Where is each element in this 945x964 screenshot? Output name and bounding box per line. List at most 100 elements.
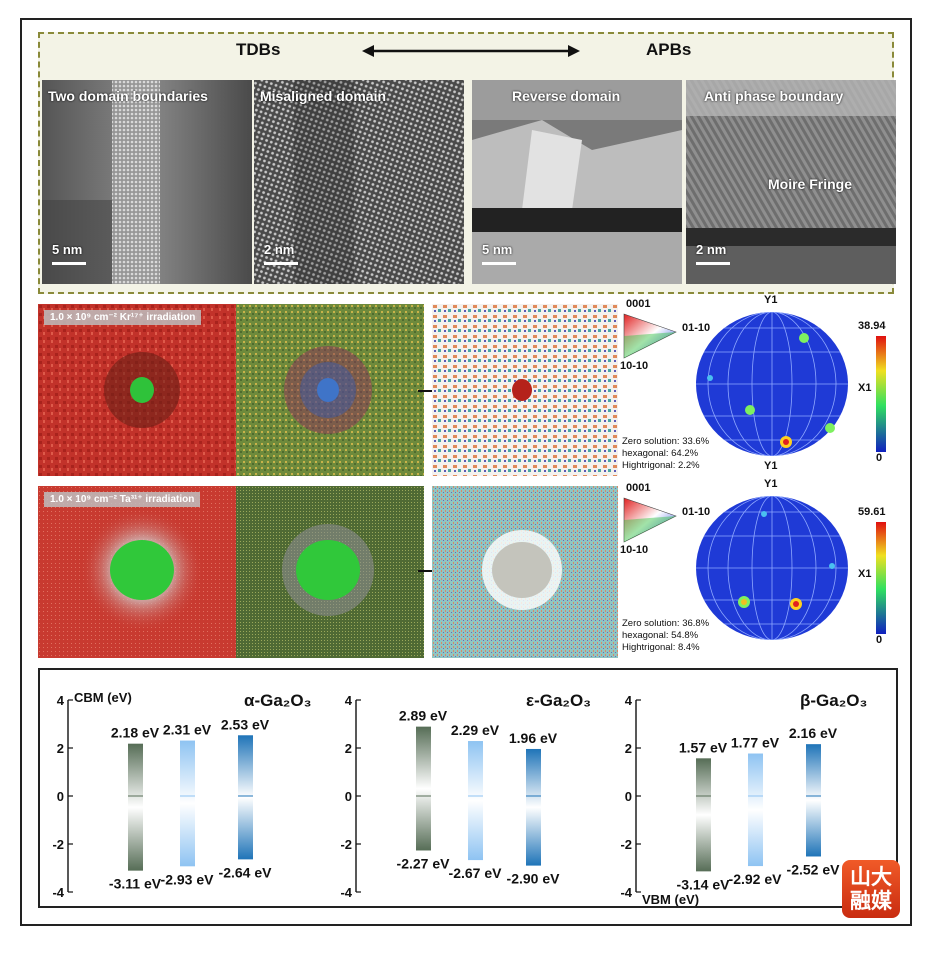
stat-line: hexagonal: 64.2% <box>622 448 699 459</box>
band-bar <box>748 753 763 867</box>
pole-axis-y1: Y1 <box>764 478 778 490</box>
irradiation-label: 1.0 × 10⁹ cm⁻² Kr¹⁷⁺ irradiation <box>44 310 202 325</box>
tem-label: Reverse domain <box>512 88 621 104</box>
band-top-label: 1.57 eV <box>679 739 728 755</box>
band-top-label: 2.53 eV <box>221 716 270 732</box>
y-tick-label: 0 <box>345 789 352 804</box>
band-alignment-panel: 4 2 0 -2 -4 CBM (eV) α-Ga₂O₃ 2.18 eV -3.11 eV 2.3… <box>38 668 898 908</box>
ipf-legend-triangle-icon <box>623 313 677 359</box>
chart-title: β-Ga₂O₃ <box>800 691 867 710</box>
stat-line: Hightrigonal: 8.4% <box>622 642 700 653</box>
band-bar <box>526 748 541 866</box>
y-tick-label: 2 <box>345 741 352 756</box>
scale-bar <box>696 262 730 265</box>
tem-texture <box>42 80 252 284</box>
band-top-label: 1.96 eV <box>509 730 558 746</box>
y-tick-label: -2 <box>52 837 64 852</box>
chart-title: ε-Ga₂O₃ <box>526 691 591 710</box>
band-top-label: 1.77 eV <box>731 735 780 751</box>
tdbs-header: TDBs <box>236 40 281 59</box>
legend-10-10: 10-10 <box>620 360 649 372</box>
simulation-image-red-row1: 1.0 × 10⁹ cm⁻² Kr¹⁷⁺ irradiation <box>38 304 238 476</box>
y-tick-label: -4 <box>340 885 352 900</box>
scale-bar <box>52 262 86 265</box>
y-tick-label: 0 <box>625 789 632 804</box>
tem-label: Misaligned domain <box>260 88 387 104</box>
legend-01-10: 01-10 <box>682 322 711 334</box>
tem-texture <box>686 80 896 284</box>
stat-line: Zero solution: 33.6% <box>622 436 710 447</box>
tem-image-1: Two domain boundaries 5 nm <box>42 80 252 284</box>
band-bar <box>238 735 253 860</box>
y-tick-label: 4 <box>57 693 65 708</box>
colorbar-min: 0 <box>876 634 883 646</box>
scale-bar-label: 2 nm <box>264 242 295 257</box>
band-bar <box>806 744 821 857</box>
double-arrow-icon <box>362 45 580 57</box>
band-top-label: 2.16 eV <box>789 725 838 741</box>
pole-axis-x1: X1 <box>858 382 872 394</box>
legend-10-10: 10-10 <box>620 544 649 556</box>
band-top-label: 2.31 eV <box>163 722 212 738</box>
band-bottom-label: -2.27 eV <box>397 855 451 871</box>
scale-bar <box>264 262 298 265</box>
axis-label: VBM (eV) <box>642 892 699 906</box>
pole-axis-x1: X1 <box>858 568 872 580</box>
band-bottom-label: -2.67 eV <box>449 865 503 881</box>
y-tick-label: 4 <box>345 693 353 708</box>
band-bar <box>468 741 483 861</box>
pole-axis-y1: Y1 <box>764 294 778 306</box>
y-tick-label: 0 <box>57 789 64 804</box>
band-bar <box>696 758 711 872</box>
figure: TDBs APBs Two domain boundaries 5 nm <box>20 18 912 926</box>
tem-image-4: Anti phase boundary Moire Fringe 2 nm <box>686 80 896 284</box>
y-tick-label: -4 <box>52 885 64 900</box>
band-bar <box>128 743 143 871</box>
colorbar-max: 59.61 <box>858 506 886 518</box>
moire-fringe-label: Moire Fringe <box>768 176 853 192</box>
phase-stats-row2: Zero solution: 36.8% hexagonal: 54.8% Hi… <box>622 618 709 654</box>
band-bottom-label: -2.90 eV <box>507 871 561 887</box>
pole-figure-row2 <box>696 496 848 640</box>
legend-0001: 0001 <box>626 298 651 310</box>
colorbar <box>876 522 886 634</box>
tem-texture <box>254 80 464 284</box>
scale-bar <box>482 262 516 265</box>
tem-image-2: Misaligned domain 2 nm <box>254 80 464 284</box>
band-top-label: 2.29 eV <box>451 722 500 738</box>
band-bottom-label: -3.11 eV <box>109 876 162 892</box>
band-bar <box>416 726 431 851</box>
legend-0001: 0001 <box>626 482 651 494</box>
logo-line-2: 融媒 <box>850 889 892 913</box>
simulation-image-mixed-row1 <box>236 304 424 476</box>
y-tick-label: 2 <box>57 741 64 756</box>
tem-label: Anti phase boundary <box>704 88 844 104</box>
tem-texture <box>472 80 682 284</box>
y-tick-label: 2 <box>625 741 632 756</box>
pole-figure-row1 <box>696 312 848 456</box>
band-bottom-label: -2.93 eV <box>161 871 215 887</box>
logo-line-1: 山大 <box>850 865 892 889</box>
scale-bar-label: 2 nm <box>696 242 727 257</box>
y-tick-label: 4 <box>625 693 633 708</box>
sdu-media-logo: 山大 融媒 <box>842 860 900 918</box>
simulation-image-phase-row1 <box>432 304 618 476</box>
chart-title: α-Ga₂O₃ <box>244 691 311 710</box>
stat-line: hexagonal: 54.8% <box>622 630 699 641</box>
tem-label: Two domain boundaries <box>48 88 208 104</box>
colorbar <box>876 336 886 452</box>
pole-axis-y1-bottom: Y1 <box>764 460 778 472</box>
apbs-header: APBs <box>646 40 692 59</box>
phase-stats-row1: Zero solution: 33.6% hexagonal: 64.2% Hi… <box>622 436 709 472</box>
simulation-image-red-row2: 1.0 × 10⁹ cm⁻² Ta³¹⁺ irradiation <box>38 486 238 658</box>
y-tick-label: -4 <box>620 885 632 900</box>
tem-panel: TDBs APBs Two domain boundaries 5 nm <box>38 32 896 294</box>
simulation-image-mixed-row2 <box>236 486 424 658</box>
band-top-label: 2.18 eV <box>111 725 160 741</box>
tem-image-3: Reverse domain 5 nm <box>472 80 682 284</box>
band-bottom-label: -2.52 eV <box>787 861 841 877</box>
y-tick-label: -2 <box>620 837 632 852</box>
band-bottom-label: -3.14 eV <box>677 876 731 892</box>
axis-label: CBM (eV) <box>74 690 132 705</box>
y-tick-label: -2 <box>340 837 352 852</box>
